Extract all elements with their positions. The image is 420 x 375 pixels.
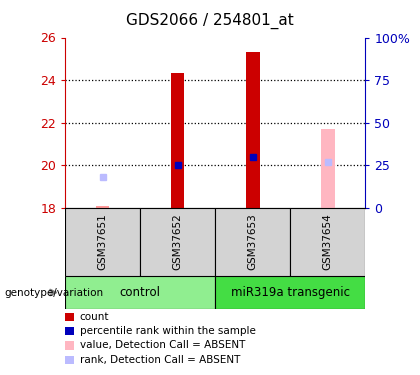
Text: count: count xyxy=(80,312,109,322)
Bar xyxy=(171,73,184,208)
Bar xyxy=(215,208,290,276)
Bar xyxy=(65,327,74,335)
Text: percentile rank within the sample: percentile rank within the sample xyxy=(80,326,256,336)
Text: GSM37653: GSM37653 xyxy=(248,213,258,270)
Text: value, Detection Call = ABSENT: value, Detection Call = ABSENT xyxy=(80,340,245,350)
Text: GSM37652: GSM37652 xyxy=(173,213,183,270)
Text: GSM37651: GSM37651 xyxy=(97,213,108,270)
Text: GSM37654: GSM37654 xyxy=(323,213,333,270)
Bar xyxy=(65,356,74,364)
Text: GDS2066 / 254801_at: GDS2066 / 254801_at xyxy=(126,13,294,29)
Text: genotype/variation: genotype/variation xyxy=(4,288,103,297)
Text: control: control xyxy=(120,286,161,299)
Text: miR319a transgenic: miR319a transgenic xyxy=(231,286,350,299)
Bar xyxy=(290,208,365,276)
Bar xyxy=(65,276,215,309)
Bar xyxy=(246,53,260,208)
Text: rank, Detection Call = ABSENT: rank, Detection Call = ABSENT xyxy=(80,355,240,364)
Bar xyxy=(321,129,335,208)
Bar xyxy=(65,313,74,321)
Bar xyxy=(65,208,140,276)
Bar xyxy=(215,276,365,309)
Bar xyxy=(65,341,74,350)
Bar xyxy=(96,206,109,208)
Bar xyxy=(140,208,215,276)
